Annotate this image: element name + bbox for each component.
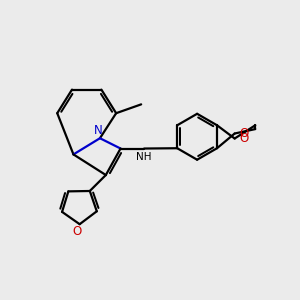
Text: O: O (239, 132, 248, 145)
Text: NH: NH (136, 152, 152, 162)
Text: O: O (72, 225, 81, 238)
Text: N: N (94, 124, 103, 137)
Text: O: O (239, 127, 248, 140)
